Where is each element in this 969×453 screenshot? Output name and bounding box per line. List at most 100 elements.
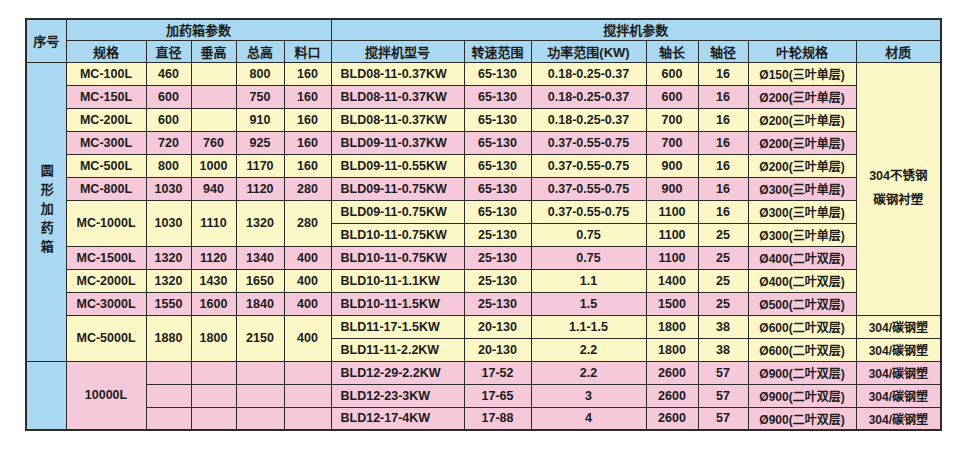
cell-spec: 10000L [66, 361, 146, 430]
cell-material: 304/碳钢塑 [856, 315, 941, 338]
table-row: MC-800L 1030 940 1120 280 BLD09-11-0.75K… [26, 177, 941, 200]
cell-shaft-diameter: 16 [698, 85, 748, 108]
cell-speed-range: 65-130 [464, 200, 531, 223]
table-row: MC-150L 600 750 160 BLD08-11-0.37KW 65-1… [26, 85, 941, 108]
cell-spec: MC-200L [66, 108, 146, 131]
cell-total-height: 2150 [236, 315, 284, 361]
cell-vertical-height [191, 384, 236, 407]
col-header-total-height: 总高 [236, 40, 284, 62]
table-row: MC-1500L 1320 1120 1340 400 BLD10-11-0.7… [26, 246, 941, 269]
cell-shaft-length: 2600 [646, 384, 698, 407]
header-columns-row: 规格 直径 垂高 总高 料口 搅拌机型号 转速范围 功率范围(KW) 轴长 轴径… [26, 40, 941, 62]
col-header-impeller: 叶轮规格 [748, 40, 856, 62]
cell-feed-port: 160 [284, 62, 331, 85]
cell-power-range: 1.1 [531, 269, 646, 292]
cell-speed-range: 65-130 [464, 62, 531, 85]
cell-impeller: Ø200(三叶单层) [748, 154, 856, 177]
cell-shaft-length: 1800 [646, 315, 698, 338]
cell-diameter: 1320 [146, 246, 191, 269]
cell-power-range: 0.75 [531, 246, 646, 269]
col-header-shaft-length: 轴长 [646, 40, 698, 62]
cell-power-range: 4 [531, 407, 646, 430]
cell-diameter: 600 [146, 85, 191, 108]
cell-mixer-model: BLD11-17-1.5KW [331, 315, 464, 338]
cell-vertical-height: 1110 [191, 200, 236, 246]
cell-impeller: Ø600(二叶双层) [748, 315, 856, 338]
cell-feed-port [284, 361, 331, 384]
cell-shaft-diameter: 57 [698, 384, 748, 407]
cell-vertical-height: 1120 [191, 246, 236, 269]
cell-power-range: 0.37-0.55-0.75 [531, 200, 646, 223]
cell-shaft-diameter: 38 [698, 315, 748, 338]
cell-total-height [236, 384, 284, 407]
cell-vertical-height: 1000 [191, 154, 236, 177]
cell-impeller: Ø300(三叶单层) [748, 200, 856, 223]
cell-spec: MC-3000L [66, 292, 146, 315]
cell-speed-range: 25-130 [464, 292, 531, 315]
cell-speed-range: 65-130 [464, 85, 531, 108]
cell-impeller: Ø400(二叶双层) [748, 246, 856, 269]
cell-speed-range: 65-130 [464, 131, 531, 154]
cell-speed-range: 20-130 [464, 315, 531, 338]
col-header-shaft-diameter: 轴径 [698, 40, 748, 62]
cell-impeller: Ø300(三叶单层) [748, 177, 856, 200]
cell-total-height: 1840 [236, 292, 284, 315]
cell-total-height: 1320 [236, 200, 284, 246]
cell-speed-range: 20-130 [464, 338, 531, 361]
cell-power-range: 1.5 [531, 292, 646, 315]
cell-mixer-model: BLD09-11-0.75KW [331, 177, 464, 200]
cell-feed-port [284, 407, 331, 430]
cell-impeller: Ø300(三叶单层) [748, 223, 856, 246]
cell-shaft-diameter: 57 [698, 407, 748, 430]
cell-total-height [236, 407, 284, 430]
cell-mixer-model: BLD09-11-0.55KW [331, 154, 464, 177]
cell-mixer-model: BLD12-29-2.2KW [331, 361, 464, 384]
cell-shaft-diameter: 16 [698, 62, 748, 85]
cell-mixer-model: BLD10-11-1.1KW [331, 269, 464, 292]
cell-shaft-length: 2600 [646, 407, 698, 430]
dosing-tank-mixer-spec-table: 序号 加药箱参数 搅拌机参数 规格 直径 垂高 总高 料口 搅拌机型号 转速范围… [25, 18, 942, 431]
cell-vertical-height [191, 85, 236, 108]
cell-diameter: 600 [146, 108, 191, 131]
col-header-spec: 规格 [66, 40, 146, 62]
cell-power-range: 0.37-0.55-0.75 [531, 131, 646, 154]
col-header-feed-port: 料口 [284, 40, 331, 62]
cell-spec: MC-100L [66, 62, 146, 85]
cell-spec: MC-150L [66, 85, 146, 108]
cell-impeller: Ø200(三叶单层) [748, 85, 856, 108]
cell-material: 304/碳钢塑 [856, 361, 941, 384]
table-row: MC-5000L 1880 1800 2150 400 BLD11-17-1.5… [26, 315, 941, 338]
cell-shaft-diameter: 38 [698, 338, 748, 361]
cell-diameter: 1320 [146, 269, 191, 292]
cell-feed-port: 400 [284, 246, 331, 269]
cell-spec: MC-2000L [66, 269, 146, 292]
cell-mixer-model: BLD08-11-0.37KW [331, 108, 464, 131]
cell-impeller: Ø900(二叶双层) [748, 407, 856, 430]
cell-vertical-height: 1600 [191, 292, 236, 315]
cell-shaft-diameter: 25 [698, 292, 748, 315]
col-header-speed-range: 转速范围 [464, 40, 531, 62]
cell-feed-port: 160 [284, 154, 331, 177]
cell-shaft-diameter: 16 [698, 131, 748, 154]
cell-power-range: 1.1-1.5 [531, 315, 646, 338]
cell-impeller: Ø150(三叶单层) [748, 62, 856, 85]
cell-spec: MC-1500L [66, 246, 146, 269]
cell-total-height: 1650 [236, 269, 284, 292]
cell-shaft-diameter: 16 [698, 154, 748, 177]
cell-mixer-model: BLD09-11-0.75KW [331, 200, 464, 223]
table-row: MC-2000L 1320 1430 1650 400 BLD10-11-1.1… [26, 269, 941, 292]
cell-speed-range: 65-130 [464, 154, 531, 177]
col-header-material: 材质 [856, 40, 941, 62]
cell-total-height: 1120 [236, 177, 284, 200]
cell-mixer-model: BLD09-11-0.37KW [331, 131, 464, 154]
cell-shaft-length: 600 [646, 85, 698, 108]
cell-feed-port: 400 [284, 269, 331, 292]
cell-feed-port: 160 [284, 85, 331, 108]
cell-mixer-model: BLD10-11-0.75KW [331, 223, 464, 246]
table-row: MC-1000L 1030 1110 1320 280 BLD09-11-0.7… [26, 200, 941, 223]
cell-diameter [146, 361, 191, 384]
cell-feed-port: 160 [284, 108, 331, 131]
cell-power-range: 0.18-0.25-0.37 [531, 108, 646, 131]
cell-mixer-model: BLD08-11-0.37KW [331, 62, 464, 85]
cell-diameter: 1550 [146, 292, 191, 315]
